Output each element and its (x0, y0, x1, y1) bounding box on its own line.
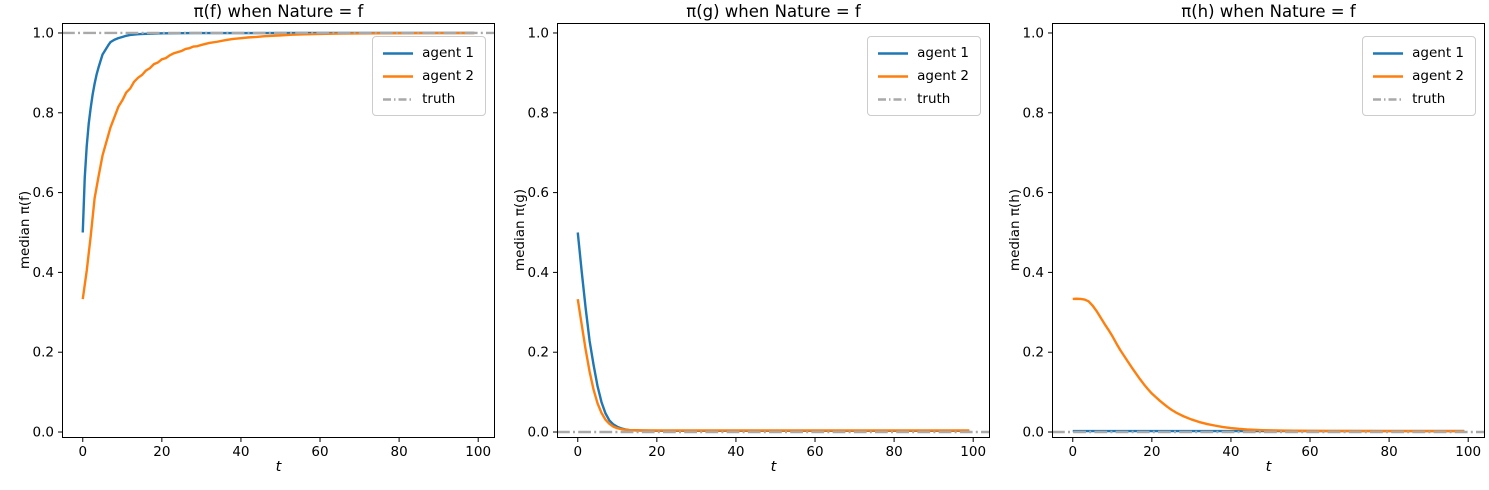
y-axis-label: median π(h) (1007, 188, 1023, 272)
y-tick-label: 0.0 (33, 425, 54, 441)
axes-spines (62, 23, 495, 438)
y-tick-label: 1.0 (1023, 25, 1044, 41)
plot-title: π(h) when Nature = f (1181, 2, 1356, 21)
series-line-agent-2 (1072, 297, 1465, 433)
legend-entry-truth: truth (1373, 90, 1464, 108)
y-axis-label: median π(g) (512, 188, 528, 272)
x-tick-label: 80 (886, 444, 903, 460)
axes-spines (1052, 23, 1485, 438)
legend-label: agent 2 (1412, 68, 1464, 84)
subplot-pi-g: π(g) when Nature = f median π(g) 0 20 40 60… (512, 0, 990, 490)
legend-entry-agent-2: agent 2 (383, 67, 474, 85)
x-tick-label: 40 (1222, 444, 1239, 460)
legend-swatch-agent-1 (1373, 51, 1404, 55)
y-tick-label: 0.2 (528, 345, 549, 361)
legend-swatch-agent-1 (383, 51, 414, 55)
legend-entry-truth: truth (383, 90, 474, 108)
axes-spines (557, 23, 990, 438)
y-tick-label: 0.2 (1023, 345, 1044, 361)
x-tick-label: 60 (311, 444, 328, 460)
y-tick-label: 0.0 (1023, 425, 1044, 441)
x-axis-label: t (275, 459, 282, 475)
y-tick-label: 0.4 (528, 265, 549, 281)
y-tick-label: 0.4 (33, 265, 54, 281)
legend-swatch-agent-1 (878, 51, 909, 55)
y-tick-label: 0.2 (33, 345, 54, 361)
y-tick-label: 1.0 (528, 25, 549, 41)
x-tick-label: 0 (78, 444, 87, 460)
y-tick-label: 0.6 (1023, 185, 1044, 201)
legend: agent 1 agent 2 truth (1362, 36, 1476, 116)
legend-label: truth (1412, 91, 1446, 107)
y-tick-label: 1.0 (33, 25, 54, 41)
plot-title: π(g) when Nature = f (686, 2, 861, 21)
x-tick-label: 20 (1143, 444, 1160, 460)
legend-label: truth (422, 91, 456, 107)
legend-swatch-truth (1373, 97, 1404, 101)
legend-entry-agent-2: agent 2 (1373, 67, 1464, 85)
x-tick-label: 60 (1301, 444, 1318, 460)
legend-label: agent 2 (422, 68, 474, 84)
legend: agent 1 agent 2 truth (867, 36, 981, 116)
series-line-agent-2 (81, 31, 475, 300)
x-tick-label: 100 (465, 444, 491, 460)
plot-title: π(f) when Nature = f (193, 2, 364, 21)
subplot-pi-f: π(f) when Nature = f median π(f) 0 20 40 60… (17, 0, 495, 490)
x-tick-label: 0 (1068, 444, 1077, 460)
legend-swatch-truth (878, 97, 909, 101)
legend-label: truth (917, 91, 951, 107)
x-tick-label: 80 (1381, 444, 1398, 460)
x-tick-label: 60 (806, 444, 823, 460)
x-tick-label: 40 (727, 444, 744, 460)
x-tick-label: 100 (1455, 444, 1481, 460)
legend-entry-agent-1: agent 1 (878, 44, 969, 62)
x-tick-label: 40 (232, 444, 249, 460)
legend-swatch-truth (383, 97, 414, 101)
legend-entry-agent-2: agent 2 (878, 67, 969, 85)
x-tick-label: 100 (960, 444, 986, 460)
y-tick-label: 0.8 (1023, 105, 1044, 121)
x-tick-label: 0 (573, 444, 582, 460)
axes-area: 0 20 40 60 80 100 0.0 0.2 0.4 0.6 0.8 1.0 (1023, 23, 1485, 460)
y-tick-label: 0.8 (33, 105, 54, 121)
y-axis-label: median π(f) (17, 190, 33, 270)
y-tick-label: 0.8 (528, 105, 549, 121)
x-tick-label: 20 (648, 444, 665, 460)
x-tick-label: 80 (391, 444, 408, 460)
y-tick-label: 0.6 (528, 185, 549, 201)
x-tick-label: 20 (153, 444, 170, 460)
legend-entry-agent-1: agent 1 (1373, 44, 1464, 62)
series-line-agent-2 (576, 298, 970, 432)
legend-label: agent 2 (917, 68, 969, 84)
legend-entry-agent-1: agent 1 (383, 44, 474, 62)
legend-swatch-agent-2 (1373, 74, 1404, 78)
x-axis-label: t (770, 459, 777, 475)
legend: agent 1 agent 2 truth (372, 36, 486, 116)
y-tick-label: 0.4 (1023, 265, 1044, 281)
y-tick-label: 0.6 (33, 185, 54, 201)
legend-swatch-agent-2 (878, 74, 909, 78)
axes-area: 0 20 40 60 80 100 0.0 0.2 0.4 0.6 0.8 1.0 (33, 23, 495, 460)
series-line-agent-1 (576, 232, 970, 433)
x-axis-label: t (1265, 459, 1272, 475)
axes-area: 0 20 40 60 80 100 0.0 0.2 0.4 0.6 0.8 1.0 (528, 23, 990, 460)
subplot-pi-h: π(h) when Nature = f median π(h) 0 20 40 60… (1007, 0, 1485, 490)
legend-label: agent 1 (422, 45, 474, 61)
legend-entry-truth: truth (878, 90, 969, 108)
y-tick-label: 0.0 (528, 425, 549, 441)
legend-label: agent 1 (917, 45, 969, 61)
legend-swatch-agent-2 (383, 74, 414, 78)
legend-label: agent 1 (1412, 45, 1464, 61)
